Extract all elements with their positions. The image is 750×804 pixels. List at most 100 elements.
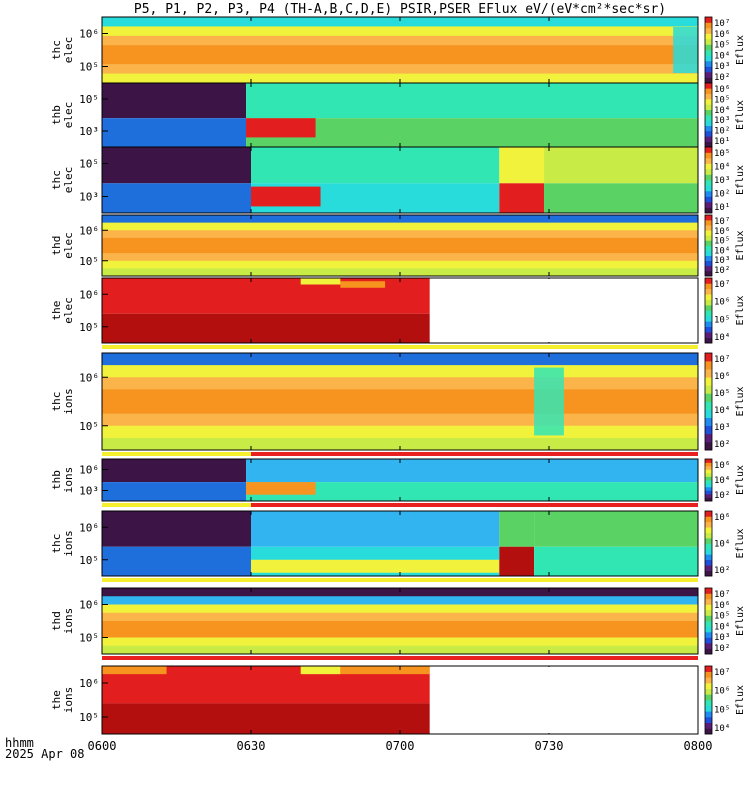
energy-band bbox=[102, 245, 698, 254]
species-name: elec bbox=[62, 232, 75, 259]
colorbar-tick-label: 10² bbox=[714, 190, 730, 200]
colorbar-segment bbox=[705, 93, 712, 100]
colorbar-segment bbox=[705, 321, 712, 328]
colorbar-segment bbox=[705, 215, 712, 221]
colorbar-tick-label: 10² bbox=[714, 644, 730, 654]
y-tick-label: 10³ bbox=[79, 485, 99, 498]
colorbar-segment bbox=[705, 235, 712, 241]
colorbar-tick-label: 10⁴ bbox=[714, 106, 730, 116]
colorbar-tick-label: 10³ bbox=[714, 423, 730, 433]
colorbar-segment bbox=[705, 120, 712, 126]
colorbar-tick-label: 10⁷ bbox=[714, 19, 730, 29]
colorbar-segment bbox=[705, 315, 712, 322]
colorbar-segment bbox=[705, 278, 712, 284]
x-tick-label: 0700 bbox=[386, 739, 415, 753]
energy-band bbox=[102, 612, 698, 622]
energy-band bbox=[102, 237, 698, 246]
flux-block-top bbox=[499, 147, 545, 184]
species-name: ions bbox=[62, 388, 75, 415]
colorbar-label: Eflux bbox=[735, 100, 746, 130]
colorbar-segment bbox=[705, 109, 712, 116]
colorbar-segment bbox=[705, 511, 712, 517]
colorbar-segment bbox=[705, 417, 712, 427]
colorbar-segment bbox=[705, 722, 712, 729]
colorbar-segment bbox=[705, 683, 712, 689]
y-tick-label: 10⁵ bbox=[79, 420, 99, 433]
colorbar-segment bbox=[705, 610, 712, 616]
probe-name: thd bbox=[50, 611, 63, 631]
colorbar-segment bbox=[705, 637, 712, 644]
colorbar-segment bbox=[705, 385, 712, 394]
figure-title: P5, P1, P2, P3, P4 (TH-A,B,C,D,E) PSIR,P… bbox=[134, 2, 666, 17]
probe-name: thb bbox=[50, 105, 63, 125]
colorbar-segment bbox=[705, 588, 712, 594]
y-tick-label: 10⁶ bbox=[79, 224, 99, 237]
colorbar-segment bbox=[705, 250, 712, 256]
y-tick-label: 10⁶ bbox=[79, 521, 99, 534]
colorbar-segment bbox=[705, 77, 712, 84]
colorbar-segment bbox=[705, 677, 712, 684]
colorbar-tick-label: 10⁴ bbox=[714, 724, 730, 734]
date-label: 2025 Apr 08 bbox=[5, 747, 84, 761]
colorbar-segment bbox=[705, 497, 712, 502]
colorbar-segment bbox=[705, 476, 712, 481]
status-bar bbox=[102, 578, 698, 582]
flux-band bbox=[300, 278, 341, 285]
colorbar-segment bbox=[705, 615, 712, 622]
colorbar-segment bbox=[705, 50, 712, 56]
colorbar-segment bbox=[705, 158, 712, 164]
flux-block-bottom bbox=[544, 183, 698, 213]
species-name: elec bbox=[62, 167, 75, 194]
colorbar-segment bbox=[705, 152, 712, 159]
colorbar-segment bbox=[705, 717, 712, 723]
spectrogram-panel: 10⁶ 10⁵ thcions 10⁷ 10⁶ 10⁵ 10⁴ 10³ 10² Eflux bbox=[50, 352, 746, 456]
energy-band bbox=[102, 604, 698, 614]
flux-block-bottom bbox=[499, 546, 535, 576]
colorbar-segment bbox=[705, 260, 712, 267]
colorbar-segment bbox=[705, 353, 712, 362]
colorbar-tick-label: 10⁶ bbox=[714, 372, 730, 382]
species-name: ions bbox=[62, 530, 75, 557]
panel-label: thbions bbox=[50, 467, 75, 494]
energy-band bbox=[102, 413, 698, 427]
energy-band bbox=[102, 596, 698, 605]
colorbar-tick-label: 10⁴ bbox=[714, 163, 730, 173]
colorbar-tick-label: 10⁷ bbox=[714, 668, 730, 678]
flux-block-bottom bbox=[102, 546, 251, 576]
species-name: elec bbox=[62, 297, 75, 324]
y-tick-label: 10⁵ bbox=[79, 158, 99, 171]
y-tick-label: 10⁶ bbox=[79, 599, 99, 612]
y-tick-label: 10⁵ bbox=[79, 711, 99, 724]
colorbar-tick-label: 10⁶ bbox=[714, 687, 730, 697]
colorbar-segment bbox=[705, 483, 712, 488]
colorbar-label: Eflux bbox=[735, 35, 746, 65]
colorbar-segment bbox=[705, 196, 712, 203]
colorbar-tick-label: 10⁴ bbox=[714, 540, 730, 550]
colorbar-segment bbox=[705, 174, 712, 181]
x-tick-label: 0630 bbox=[237, 739, 266, 753]
colorbar-segment bbox=[705, 180, 712, 186]
colorbar-segment bbox=[705, 163, 712, 170]
energy-band bbox=[102, 35, 698, 46]
colorbar-segment bbox=[705, 141, 712, 148]
colorbar-segment bbox=[705, 265, 712, 272]
colorbar-segment bbox=[705, 728, 712, 735]
y-tick-label: 10⁵ bbox=[79, 61, 99, 74]
colorbar-tick-label: 10⁶ bbox=[714, 298, 730, 308]
colorbar-segment bbox=[705, 131, 712, 137]
colorbar-segment bbox=[705, 527, 712, 533]
flux-block-top bbox=[102, 511, 251, 547]
energy-band bbox=[102, 377, 698, 390]
energy-band bbox=[102, 73, 698, 84]
colorbar-segment bbox=[705, 705, 712, 712]
flux-band bbox=[300, 666, 341, 675]
flux-band bbox=[102, 666, 167, 675]
flux-block-top bbox=[534, 511, 698, 547]
colorbar-tick-label: 10⁴ bbox=[714, 246, 730, 256]
flux-block-top bbox=[499, 511, 535, 547]
status-bar bbox=[102, 345, 698, 349]
energy-band bbox=[102, 401, 698, 415]
colorbar-frame bbox=[704, 277, 713, 344]
probe-name: the bbox=[50, 301, 63, 321]
panel-label: thcions bbox=[50, 388, 75, 415]
